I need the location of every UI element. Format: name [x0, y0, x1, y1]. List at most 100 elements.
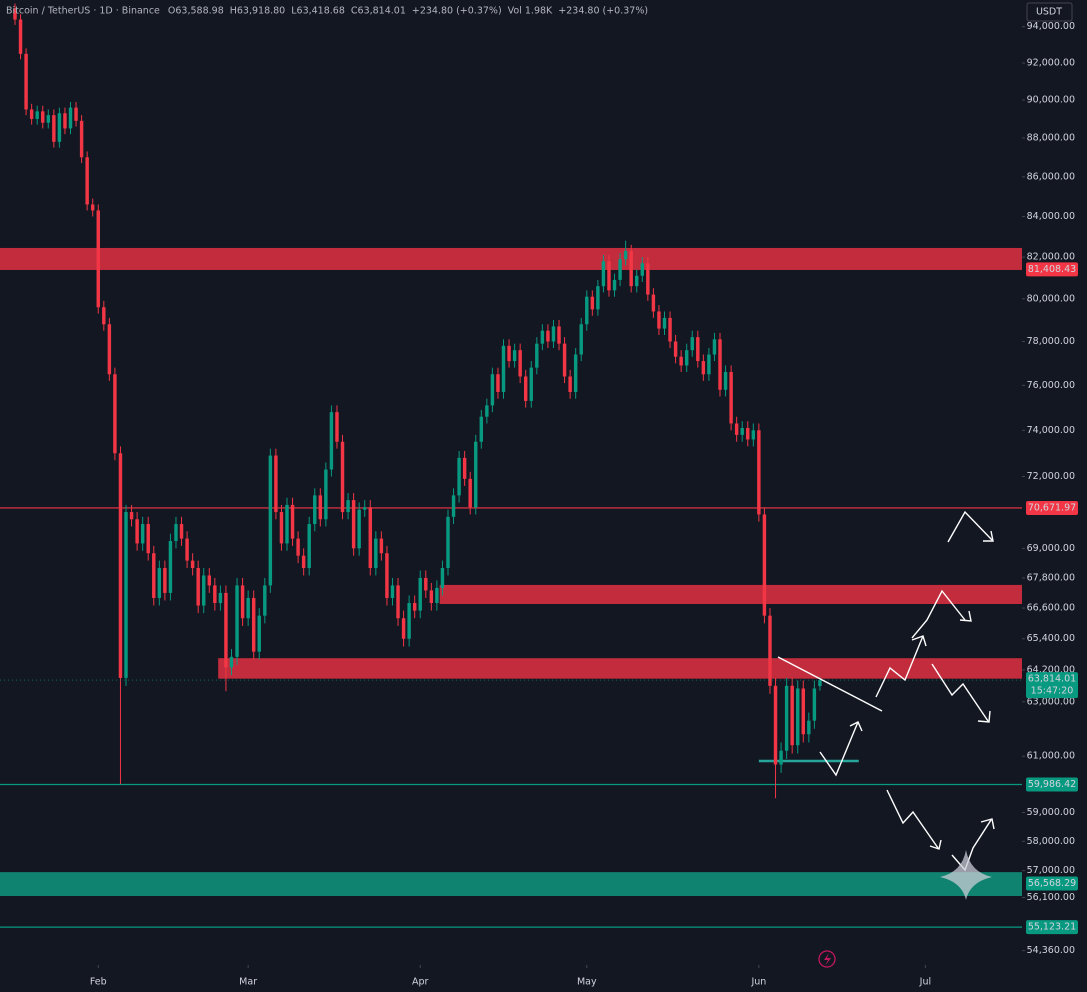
candle-body — [218, 592, 223, 603]
candle-body — [790, 685, 794, 746]
candle-body — [135, 519, 139, 544]
candle-body — [213, 585, 217, 603]
candle-body — [224, 592, 228, 668]
arrow-head — [849, 721, 863, 732]
candle-body — [468, 478, 472, 508]
header-value: H63,918.80 — [230, 6, 286, 17]
y-tick-label: 88,000.00 — [1027, 132, 1075, 143]
candle-body — [263, 585, 267, 616]
candle-body — [79, 120, 84, 158]
candle-body — [46, 115, 51, 123]
level-label-box — [1026, 777, 1078, 792]
arrow — [911, 589, 966, 639]
level-label: 55,123.21 — [1028, 922, 1076, 933]
x-tick-label: Jun — [750, 977, 766, 988]
candle-body — [512, 350, 517, 362]
countdown: 15:47:20 — [1031, 686, 1074, 697]
sparkle — [940, 850, 992, 900]
candle-body — [784, 685, 789, 751]
candle-body — [96, 210, 100, 308]
arrow — [875, 635, 924, 698]
level-label: 81,408.43 — [1028, 264, 1076, 275]
x-tick-label: Mar — [239, 977, 257, 988]
trend-line — [777, 656, 883, 712]
x-tick-label: Feb — [90, 977, 107, 988]
candle-body — [746, 428, 750, 440]
candle-body — [629, 250, 633, 287]
candle-body — [63, 113, 67, 129]
candle-body — [751, 430, 756, 440]
candle-body — [68, 107, 73, 129]
header-value: C63,814.01 — [351, 6, 406, 17]
y-tick-label: 57,000.00 — [1027, 865, 1075, 876]
candle-body — [285, 504, 289, 544]
currency-box — [1026, 2, 1073, 22]
candle-body — [246, 597, 250, 619]
candle-body — [590, 296, 595, 310]
candle-body — [768, 615, 772, 686]
plot — [0, 3, 1025, 968]
candle-body — [601, 261, 606, 287]
candle-body — [662, 317, 667, 329]
event-icon — [818, 950, 836, 968]
candle-body — [818, 680, 822, 687]
candle-body — [102, 307, 106, 325]
arrow — [951, 819, 992, 872]
candle-body — [618, 259, 622, 280]
last-price-box — [1026, 672, 1078, 699]
y-tick-label: 94,000.00 — [1027, 21, 1075, 32]
candle-body — [612, 279, 617, 291]
candle-body — [757, 430, 761, 515]
candle-body — [418, 577, 422, 611]
candle-body — [501, 345, 506, 392]
y-tick-label: 86,000.00 — [1027, 171, 1075, 182]
candle-body — [523, 376, 528, 401]
candle-body — [485, 405, 489, 417]
candle-body — [446, 516, 450, 569]
candle-body — [274, 455, 278, 513]
level-label: 70,671.97 — [1028, 502, 1076, 513]
arrow-head — [983, 530, 994, 542]
candle-body — [301, 555, 306, 569]
candle-body — [607, 261, 611, 291]
header-value: O63,588.98 — [168, 6, 224, 17]
zone — [0, 872, 1022, 897]
candle-body — [679, 356, 683, 366]
candle-body — [573, 354, 578, 392]
candle-body — [240, 585, 245, 619]
candle-body — [390, 585, 395, 598]
arrow-head — [977, 710, 991, 723]
candle-body — [41, 111, 45, 123]
y-tick-label: 92,000.00 — [1027, 57, 1075, 68]
candle-body — [462, 457, 467, 479]
candle-body — [74, 107, 78, 121]
candle-body — [490, 374, 495, 406]
candle-body — [152, 553, 156, 598]
candle-body — [640, 263, 645, 276]
candle-body — [474, 441, 478, 508]
candle-body — [335, 412, 339, 442]
candle-body — [313, 495, 317, 525]
header-ohlc: O63,588.98 H63,918.80 L63,418.68 C63,814.01… — [168, 6, 648, 17]
arrow — [819, 721, 859, 777]
candle-body — [673, 341, 678, 357]
candle-body — [379, 538, 384, 554]
candle-body — [529, 367, 533, 401]
y-tick-label: 74,000.00 — [1027, 425, 1075, 436]
level-label-box — [1026, 262, 1078, 277]
candle-body — [396, 585, 400, 619]
y-tick-label: 66,600.00 — [1027, 603, 1075, 614]
candle-body — [712, 339, 717, 355]
y-tick-label: 82,000.00 — [1027, 252, 1075, 263]
candle-body — [401, 618, 406, 639]
candle-body — [207, 575, 212, 586]
header-value: +234.80 (+0.37%) — [558, 6, 648, 17]
candle-body — [623, 250, 628, 260]
y-tick-label: 78,000.00 — [1027, 336, 1075, 347]
candle-body — [579, 324, 583, 355]
last-price-label: 63,814.01 — [1028, 674, 1076, 685]
candle-body — [657, 311, 661, 329]
candle-body — [174, 524, 178, 542]
candle-body — [385, 553, 389, 598]
candle-body — [168, 541, 173, 593]
